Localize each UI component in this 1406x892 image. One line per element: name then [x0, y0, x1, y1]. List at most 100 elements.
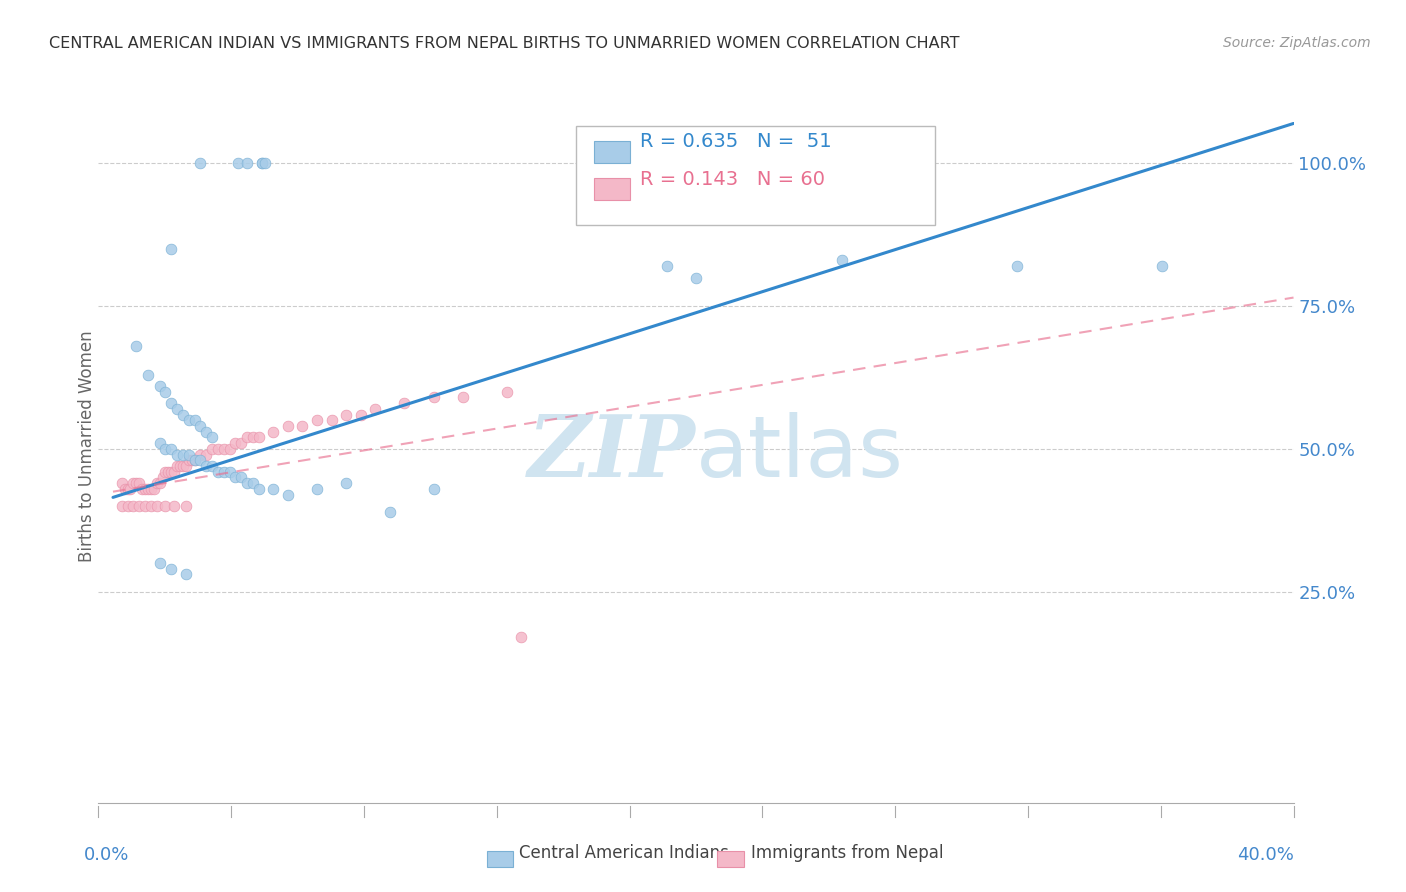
Text: R = 0.143   N = 60: R = 0.143 N = 60: [640, 170, 825, 189]
Point: [201, 430, 224, 444]
Text: Source: ZipAtlas.com: Source: ZipAtlas.com: [1223, 36, 1371, 50]
Text: atlas: atlas: [696, 411, 904, 495]
Point: [114, 482, 136, 496]
FancyBboxPatch shape: [595, 141, 630, 162]
Point: [122, 476, 145, 491]
Point: [152, 470, 174, 484]
Point: [183, 453, 205, 467]
FancyBboxPatch shape: [486, 851, 513, 867]
Point: [166, 448, 188, 462]
Point: [166, 458, 188, 473]
Point: [394, 396, 416, 410]
Point: [177, 453, 200, 467]
Point: [228, 156, 250, 170]
Point: [247, 482, 270, 496]
Point: [277, 419, 299, 434]
Point: [201, 442, 224, 456]
Point: [190, 419, 212, 434]
Point: [125, 476, 148, 491]
Point: [160, 396, 183, 410]
Point: [160, 465, 183, 479]
Y-axis label: Births to Unmarried Women: Births to Unmarried Women: [79, 330, 96, 562]
Point: [177, 448, 200, 462]
Point: [1005, 259, 1028, 273]
Text: ZIP: ZIP: [529, 411, 696, 495]
Point: [1152, 259, 1174, 273]
Point: [236, 476, 259, 491]
Point: [172, 448, 194, 462]
Point: [136, 482, 159, 496]
Point: [231, 436, 253, 450]
Point: [350, 408, 373, 422]
Point: [172, 458, 194, 473]
Point: [224, 436, 246, 450]
Point: [195, 458, 218, 473]
Point: [195, 448, 218, 462]
Point: [155, 499, 177, 513]
Point: [157, 465, 180, 479]
Point: [236, 156, 259, 170]
Point: [117, 499, 139, 513]
Point: [190, 448, 212, 462]
Point: [183, 413, 205, 427]
Point: [117, 482, 139, 496]
Point: [207, 442, 229, 456]
FancyBboxPatch shape: [576, 127, 935, 225]
Point: [212, 442, 235, 456]
Point: [134, 482, 156, 496]
Point: [163, 465, 186, 479]
Text: R = 0.635   N =  51: R = 0.635 N = 51: [640, 132, 831, 151]
Point: [111, 476, 134, 491]
Point: [218, 465, 240, 479]
Point: [305, 413, 328, 427]
Point: [174, 499, 197, 513]
Point: [236, 430, 259, 444]
Point: [451, 391, 474, 405]
Point: [422, 482, 444, 496]
Point: [160, 562, 183, 576]
Point: [111, 499, 134, 513]
Point: [262, 482, 284, 496]
Point: [183, 453, 205, 467]
Point: [212, 465, 235, 479]
Point: [174, 458, 197, 473]
Point: [305, 482, 328, 496]
Point: [139, 482, 162, 496]
Point: [128, 499, 150, 513]
Point: [190, 156, 212, 170]
Point: [149, 476, 172, 491]
Point: [169, 458, 191, 473]
Point: [655, 259, 678, 273]
Text: 0.0%: 0.0%: [84, 846, 129, 863]
Point: [250, 156, 273, 170]
Point: [125, 339, 148, 353]
Point: [364, 401, 387, 416]
Point: [122, 499, 145, 513]
Text: CENTRAL AMERICAN INDIAN VS IMMIGRANTS FROM NEPAL BIRTHS TO UNMARRIED WOMEN CORRE: CENTRAL AMERICAN INDIAN VS IMMIGRANTS FR…: [49, 36, 960, 51]
Point: [831, 253, 853, 268]
Point: [155, 384, 177, 399]
Point: [277, 487, 299, 501]
Text: 40.0%: 40.0%: [1237, 846, 1294, 863]
Point: [253, 156, 276, 170]
Point: [218, 442, 240, 456]
Point: [166, 401, 188, 416]
Point: [335, 476, 357, 491]
Point: [145, 499, 167, 513]
Point: [149, 436, 172, 450]
Point: [149, 379, 172, 393]
Point: [291, 419, 314, 434]
FancyBboxPatch shape: [717, 851, 744, 867]
Point: [155, 442, 177, 456]
Point: [155, 465, 177, 479]
Point: [242, 476, 264, 491]
Point: [174, 567, 197, 582]
Point: [510, 630, 533, 644]
Point: [335, 408, 357, 422]
Point: [378, 505, 401, 519]
Point: [321, 413, 343, 427]
Point: [136, 368, 159, 382]
Point: [120, 482, 142, 496]
Point: [163, 499, 186, 513]
Point: [195, 425, 218, 439]
